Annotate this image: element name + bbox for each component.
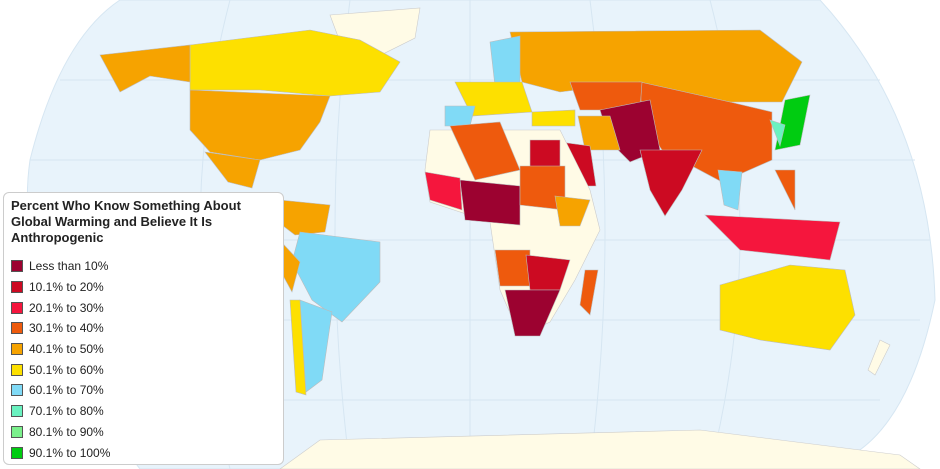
legend: Percent Who Know Something About Global … (3, 192, 284, 465)
legend-item: 70.1% to 80% (11, 401, 276, 422)
legend-swatch (11, 363, 23, 376)
country (424, 171, 463, 211)
country (531, 109, 576, 127)
country (554, 195, 591, 227)
legend-label: 90.1% to 100% (29, 445, 111, 460)
legend-item: 20.1% to 30% (11, 297, 276, 318)
legend-item: Less than 10% (11, 256, 276, 277)
legend-swatch (11, 405, 23, 418)
legend-label: 10.1% to 20% (29, 280, 104, 295)
antarctica (279, 429, 921, 469)
legend-swatch (11, 384, 23, 397)
legend-label: 60.1% to 70% (29, 383, 104, 398)
legend-item: 40.1% to 50% (11, 339, 276, 360)
legend-item: 10.1% to 20% (11, 277, 276, 298)
legend-swatch (11, 343, 23, 356)
legend-swatch (11, 322, 23, 335)
legend-label: 50.1% to 60% (29, 362, 104, 377)
legend-label: 30.1% to 40% (29, 321, 104, 336)
legend-label: 20.1% to 30% (29, 300, 104, 315)
legend-item: 80.1% to 90% (11, 422, 276, 443)
legend-label: 70.1% to 80% (29, 404, 104, 419)
legend-item: 30.1% to 40% (11, 318, 276, 339)
legend-swatch (11, 446, 23, 459)
new-zealand (867, 339, 891, 376)
legend-title: Percent Who Know Something About Global … (11, 198, 241, 245)
country (639, 149, 703, 217)
legend-swatch (11, 281, 23, 294)
legend-item: 60.1% to 70% (11, 380, 276, 401)
country (289, 299, 307, 396)
legend-swatch (11, 425, 23, 438)
legend-label: 40.1% to 50% (29, 342, 104, 357)
country (189, 89, 331, 161)
legend-label: 80.1% to 90% (29, 424, 104, 439)
legend-swatch (11, 301, 23, 314)
legend-label: Less than 10% (29, 259, 109, 274)
country (459, 179, 521, 226)
countries (99, 7, 921, 469)
country (577, 115, 621, 151)
legend-swatch (11, 260, 23, 273)
legend-items: Less than 10% 10.1% to 20% 20.1% to 30% 30.… (11, 256, 276, 463)
legend-item: 90.1% to 100% (11, 442, 276, 463)
country (204, 151, 261, 189)
country (494, 249, 531, 287)
country (579, 269, 599, 316)
country (719, 264, 856, 351)
country (444, 105, 476, 127)
legend-item: 50.1% to 60% (11, 359, 276, 380)
country (189, 29, 401, 97)
country (489, 35, 521, 87)
country (774, 169, 796, 211)
country (717, 169, 743, 211)
country (769, 119, 786, 148)
country (504, 289, 561, 337)
country (704, 214, 841, 261)
country (99, 44, 191, 93)
